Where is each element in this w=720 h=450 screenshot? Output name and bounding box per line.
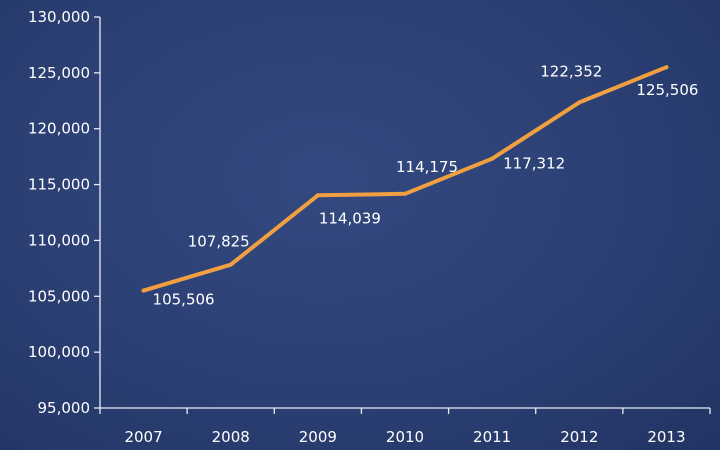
- data-point: [490, 156, 495, 161]
- series-line: [141, 65, 669, 293]
- data-label: 107,825: [188, 233, 250, 251]
- y-tick-label: 120,000: [28, 120, 90, 138]
- x-tick-label: 2010: [386, 428, 424, 446]
- x-tick-label: 2009: [299, 428, 337, 446]
- data-point: [315, 193, 320, 198]
- data-point: [577, 100, 582, 105]
- data-label: 114,175: [396, 158, 458, 176]
- data-point: [664, 65, 669, 70]
- data-point: [228, 262, 233, 267]
- data-label: 125,506: [636, 81, 698, 99]
- x-tick-label: 2008: [212, 428, 250, 446]
- y-tick-label: 100,000: [28, 343, 90, 361]
- x-tick-label: 2013: [647, 428, 685, 446]
- x-tick-label: 2012: [560, 428, 598, 446]
- data-point: [141, 288, 146, 293]
- x-tick-label: 2007: [124, 428, 162, 446]
- data-point: [403, 191, 407, 196]
- x-tick-label: 2011: [473, 428, 511, 446]
- y-tick-label: 105,000: [28, 287, 90, 305]
- y-tick-label: 130,000: [28, 8, 90, 26]
- y-tick-label: 125,000: [28, 64, 90, 82]
- data-label: 114,039: [319, 209, 381, 227]
- data-label: 122,352: [540, 62, 602, 80]
- y-tick-label: 115,000: [28, 176, 90, 194]
- data-label: 105,506: [153, 291, 215, 309]
- data-label: 117,312: [503, 155, 565, 173]
- y-tick-label: 110,000: [28, 231, 90, 249]
- y-tick-label: 95,000: [38, 399, 91, 417]
